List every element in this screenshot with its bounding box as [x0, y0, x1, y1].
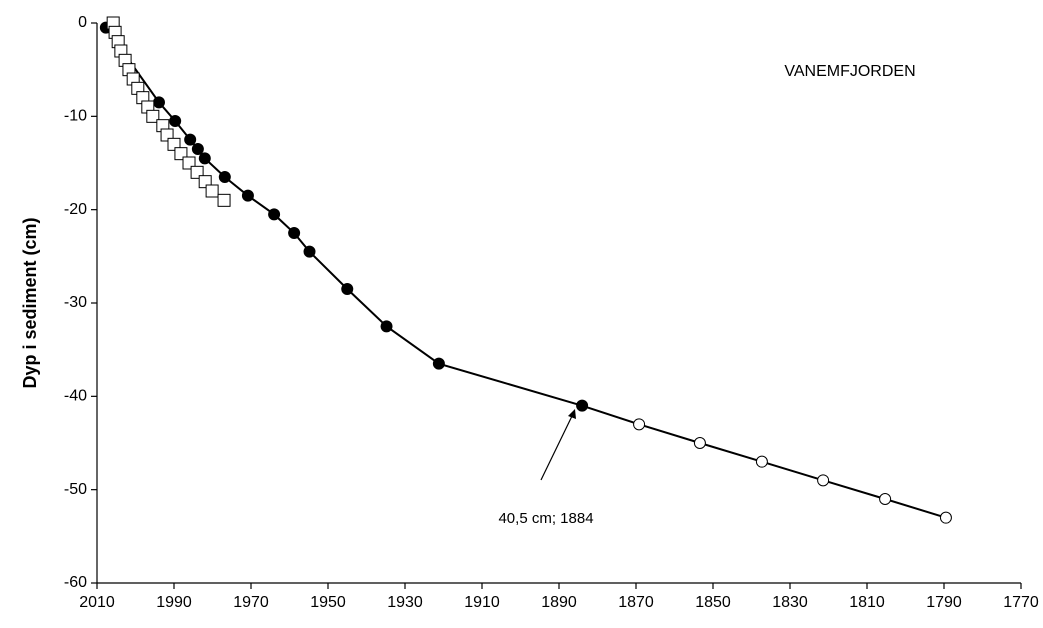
- y-tick-label: -60: [64, 574, 87, 591]
- square-marker: [205, 184, 219, 198]
- circle-marker: [693, 437, 706, 449]
- x-tick-label: 1890: [541, 594, 577, 611]
- circle-marker: [879, 493, 892, 505]
- y-tick-label: -20: [64, 201, 87, 218]
- square-marker: [146, 109, 160, 123]
- circle-marker: [268, 208, 281, 221]
- circle-marker: [380, 320, 393, 333]
- x-tick-label: 1770: [1003, 594, 1039, 611]
- annotation-arrow: [540, 413, 574, 481]
- x-tick-label: 1870: [618, 594, 654, 611]
- circle-marker: [633, 418, 646, 431]
- chart-label: VANEMFJORDEN: [784, 63, 915, 80]
- y-tick-label: -40: [64, 388, 87, 405]
- series-line: [638, 423, 947, 519]
- annotation: 40,5 cm; 1884: [498, 510, 593, 527]
- y-tick-label: 0: [78, 14, 87, 31]
- circle-marker: [184, 133, 197, 146]
- y-tick-label: -50: [64, 481, 87, 498]
- x-tick-label: 1930: [387, 594, 423, 611]
- arrow-head: [568, 409, 576, 419]
- x-tick-label: 2010: [79, 594, 115, 611]
- square-marker: [217, 193, 231, 207]
- circle-marker: [432, 357, 445, 370]
- circle-marker: [241, 189, 254, 202]
- circle-marker: [303, 245, 316, 258]
- x-tick-label: 1830: [772, 594, 808, 611]
- circle-marker: [218, 171, 231, 183]
- x-tick-label: 1790: [926, 594, 962, 611]
- circle-marker: [817, 474, 830, 487]
- circle-marker: [169, 115, 182, 127]
- x-tick-label: 1810: [849, 594, 885, 611]
- circle-marker: [939, 511, 952, 524]
- x-tick-label: 1910: [464, 594, 500, 611]
- x-tick-label: 1950: [310, 594, 346, 611]
- y-tick-label: -30: [64, 294, 87, 311]
- circle-marker: [191, 143, 204, 155]
- x-tick-label: 1850: [695, 594, 731, 611]
- connector: [581, 404, 640, 426]
- y-tick-label: -10: [64, 108, 87, 125]
- y-axis-label: Dyp i sediment (cm): [20, 217, 40, 388]
- circle-marker: [152, 96, 165, 109]
- x-tick-label: 1990: [156, 594, 192, 611]
- circle-marker: [755, 455, 768, 468]
- circle-marker: [341, 283, 354, 295]
- x-tick-label: 1970: [233, 594, 269, 611]
- series-line: [105, 27, 583, 407]
- circle-marker: [288, 227, 301, 239]
- circle-marker: [198, 152, 211, 165]
